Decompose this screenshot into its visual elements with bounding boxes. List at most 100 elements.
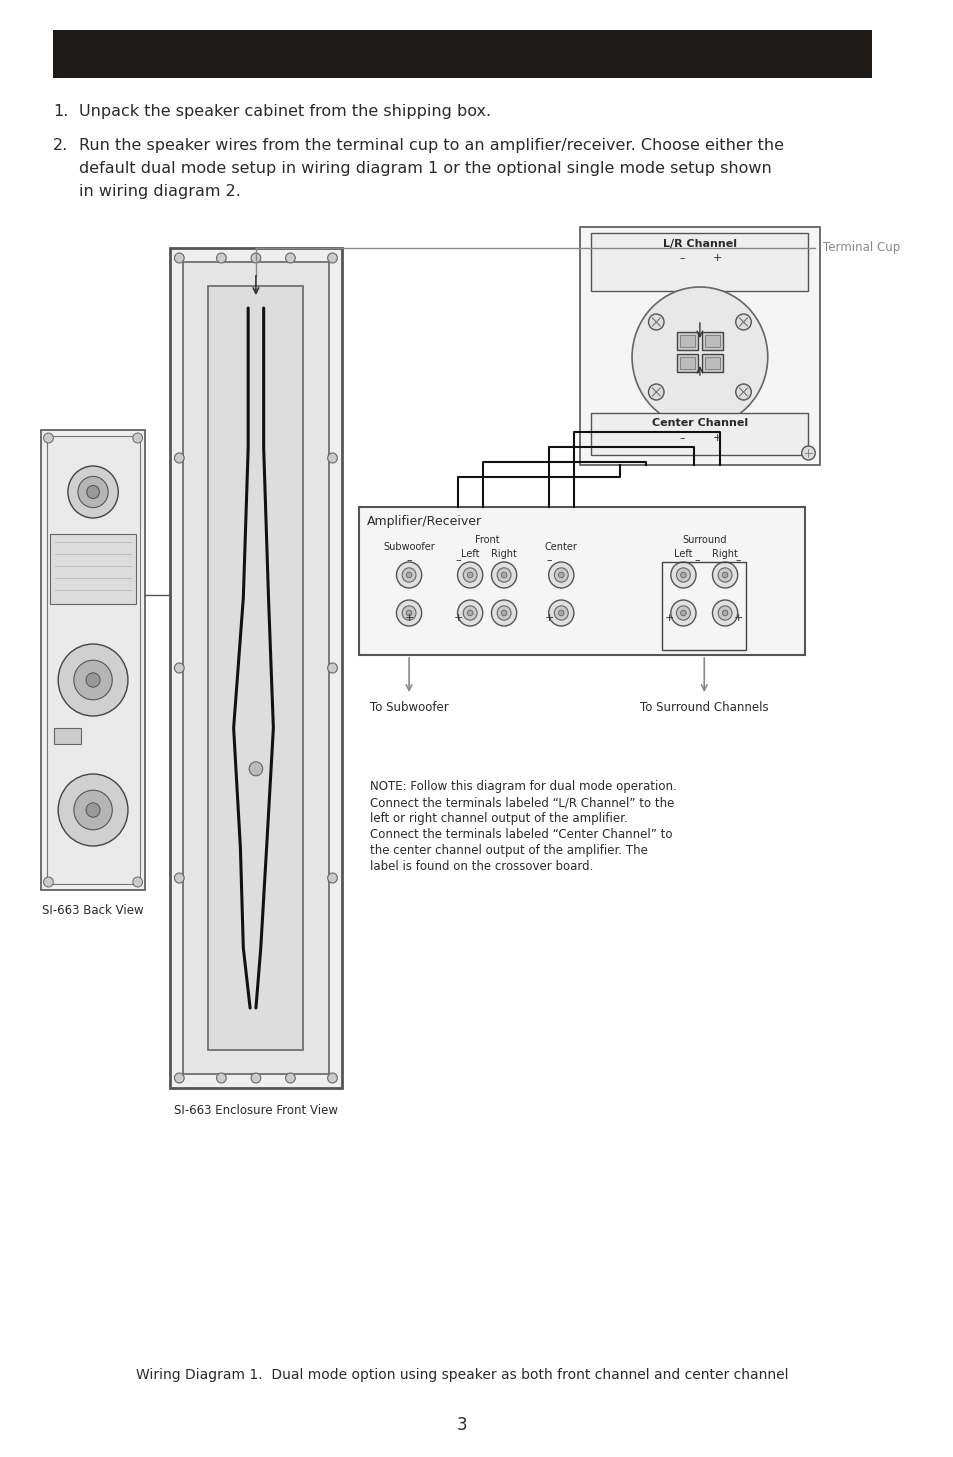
Bar bbox=[679, 357, 695, 369]
Text: Center: Center bbox=[544, 542, 578, 552]
Bar bbox=[704, 335, 720, 347]
Circle shape bbox=[632, 287, 767, 427]
Text: –: – bbox=[406, 555, 412, 565]
Circle shape bbox=[251, 1072, 260, 1083]
Circle shape bbox=[58, 774, 128, 847]
Text: +: + bbox=[712, 254, 721, 264]
Circle shape bbox=[68, 466, 118, 519]
Text: –: – bbox=[679, 433, 684, 443]
Circle shape bbox=[216, 254, 226, 264]
Text: Connect the terminals labeled “Center Channel” to: Connect the terminals labeled “Center Ch… bbox=[370, 828, 672, 841]
Circle shape bbox=[44, 877, 53, 887]
Text: Right: Right bbox=[712, 549, 738, 559]
Text: To Subwoofer: To Subwoofer bbox=[370, 701, 448, 714]
Bar bbox=[676, 354, 698, 372]
Circle shape bbox=[174, 663, 184, 673]
Circle shape bbox=[648, 385, 663, 401]
Circle shape bbox=[712, 562, 737, 589]
Circle shape bbox=[132, 433, 142, 443]
Bar bbox=[53, 31, 872, 79]
Circle shape bbox=[406, 610, 412, 616]
Text: –: – bbox=[679, 254, 684, 264]
Text: +: + bbox=[664, 613, 674, 624]
Bar bbox=[208, 286, 303, 1050]
Circle shape bbox=[327, 873, 337, 883]
Circle shape bbox=[174, 453, 184, 463]
Circle shape bbox=[500, 573, 506, 578]
Text: +: + bbox=[733, 613, 742, 624]
Text: Run the speaker wires from the terminal cup to an amplifier/receiver. Choose eit: Run the speaker wires from the terminal … bbox=[79, 138, 783, 153]
Text: Unpack the speaker cabinet from the shipping box.: Unpack the speaker cabinet from the ship… bbox=[79, 103, 491, 119]
Text: Amplifier/Receiver: Amplifier/Receiver bbox=[366, 514, 481, 527]
Bar bbox=[704, 357, 720, 369]
Circle shape bbox=[327, 663, 337, 673]
Bar bbox=[661, 562, 745, 650]
Text: –: – bbox=[735, 555, 740, 565]
Text: Surround: Surround bbox=[681, 535, 726, 545]
Text: Terminal Cup: Terminal Cup bbox=[822, 242, 900, 255]
Circle shape bbox=[327, 254, 337, 264]
Circle shape bbox=[676, 568, 690, 583]
Bar bbox=[591, 233, 807, 291]
Circle shape bbox=[73, 660, 112, 699]
Bar bbox=[183, 262, 328, 1074]
Circle shape bbox=[679, 573, 685, 578]
Text: L/R Channel: L/R Channel bbox=[662, 239, 736, 249]
Circle shape bbox=[497, 568, 511, 583]
Circle shape bbox=[735, 315, 751, 329]
Bar bbox=[679, 335, 695, 347]
Circle shape bbox=[679, 610, 685, 616]
Circle shape bbox=[87, 485, 99, 498]
Text: Right: Right bbox=[491, 549, 517, 559]
Circle shape bbox=[251, 254, 260, 264]
Circle shape bbox=[249, 762, 262, 775]
Circle shape bbox=[718, 606, 731, 621]
Circle shape bbox=[801, 446, 815, 460]
Circle shape bbox=[718, 568, 731, 583]
Circle shape bbox=[44, 433, 53, 443]
Text: Left: Left bbox=[460, 549, 479, 559]
Text: SI-663 Back View: SI-663 Back View bbox=[42, 903, 144, 916]
Circle shape bbox=[554, 606, 568, 621]
Circle shape bbox=[467, 573, 473, 578]
Bar bbox=[47, 436, 139, 884]
Bar bbox=[41, 430, 145, 890]
Text: Wiring Diagram 1.  Dual mode option using speaker as both front channel and cent: Wiring Diagram 1. Dual mode option using… bbox=[136, 1368, 788, 1383]
Circle shape bbox=[548, 600, 574, 627]
Circle shape bbox=[174, 1072, 184, 1083]
Circle shape bbox=[285, 254, 295, 264]
Text: Front: Front bbox=[475, 535, 499, 545]
Text: 3: 3 bbox=[456, 1416, 467, 1434]
Bar bbox=[701, 354, 722, 372]
Text: SI-663 Enclosure Front View: SI-663 Enclosure Front View bbox=[173, 1104, 337, 1118]
Circle shape bbox=[670, 562, 696, 589]
Text: +: + bbox=[404, 613, 414, 624]
Text: Center Channel: Center Channel bbox=[651, 418, 747, 428]
Circle shape bbox=[648, 315, 663, 329]
Text: +: + bbox=[454, 613, 463, 624]
Circle shape bbox=[216, 1072, 226, 1083]
Text: label is found on the crossover board.: label is found on the crossover board. bbox=[370, 860, 593, 873]
Text: +: + bbox=[544, 613, 554, 624]
Circle shape bbox=[712, 600, 737, 627]
Text: the center channel output of the amplifier. The: the center channel output of the amplifi… bbox=[370, 844, 647, 857]
Bar bbox=[579, 227, 820, 465]
Circle shape bbox=[58, 644, 128, 715]
Circle shape bbox=[86, 803, 100, 817]
Circle shape bbox=[721, 610, 727, 616]
Text: Connect the terminals labeled “L/R Channel” to the: Connect the terminals labeled “L/R Chann… bbox=[370, 796, 674, 809]
Text: in wiring diagram 2.: in wiring diagram 2. bbox=[79, 184, 241, 200]
Bar bbox=[54, 728, 81, 745]
Bar bbox=[701, 332, 722, 350]
Circle shape bbox=[174, 873, 184, 883]
Text: –: – bbox=[456, 555, 461, 565]
Circle shape bbox=[676, 606, 690, 621]
Circle shape bbox=[396, 562, 421, 589]
Text: 2.: 2. bbox=[53, 138, 69, 153]
Circle shape bbox=[457, 600, 482, 627]
Circle shape bbox=[73, 790, 112, 830]
Text: +: + bbox=[712, 433, 721, 443]
Circle shape bbox=[500, 610, 506, 616]
Circle shape bbox=[491, 562, 517, 589]
Text: Left: Left bbox=[674, 549, 692, 559]
